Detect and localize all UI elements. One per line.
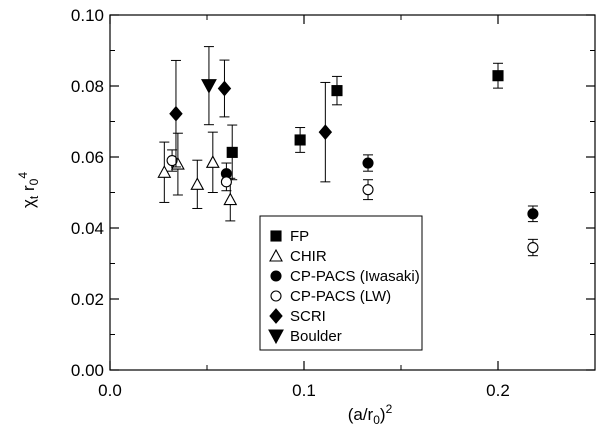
data-point — [527, 241, 539, 254]
axis-ticks: 0.00 0.02 0.04 0.06 0.08 0.10 0.0 0.1 0.2 — [71, 6, 596, 400]
legend-label: CHIR — [290, 248, 327, 265]
y-axis-label: χt r04 — [16, 172, 41, 208]
legend-marker — [269, 248, 283, 262]
x-tick-label: 0.1 — [292, 381, 316, 400]
series-5 — [201, 46, 217, 126]
y-tick-label: 0.10 — [71, 6, 104, 25]
data-point — [201, 79, 217, 94]
data-point — [294, 134, 306, 146]
legend-label: CP-PACS (Iwasaki) — [290, 268, 420, 285]
series-3 — [166, 149, 539, 257]
legend-marker — [270, 290, 282, 302]
data-point — [217, 80, 232, 97]
y-tick-label: 0.02 — [71, 290, 104, 309]
y-tick-label: 0.08 — [71, 77, 104, 96]
data-point — [318, 124, 333, 140]
legend-label: FP — [290, 228, 309, 245]
y-tick-label: 0.00 — [71, 361, 104, 380]
series-4 — [169, 59, 333, 183]
y-tick-label: 0.04 — [71, 219, 104, 238]
y-tick-label: 0.06 — [71, 148, 104, 167]
data-point — [226, 146, 238, 158]
legend-marker — [268, 329, 284, 345]
series-1 — [157, 131, 238, 222]
x-tick-label: 0.2 — [486, 381, 510, 400]
x-tick-label: 0.0 — [98, 381, 122, 400]
legend-label: SCRI — [290, 308, 326, 325]
data-point — [220, 176, 232, 188]
data-marks — [157, 46, 539, 257]
legend-label: CP-PACS (LW) — [290, 288, 391, 305]
data-point — [223, 192, 238, 206]
legend: FP CHIR CP-PACS (Iwasaki) CP-PACS (LW) SCRI B… — [259, 215, 423, 351]
data-point — [190, 177, 205, 190]
x-axis-label: (a/r0)2 — [348, 402, 393, 427]
data-point — [205, 155, 220, 168]
series-2 — [220, 154, 539, 223]
data-point — [527, 208, 539, 220]
data-point — [157, 165, 172, 178]
data-point — [362, 157, 374, 169]
data-point — [331, 85, 343, 97]
legend-box — [259, 215, 423, 351]
legend-marker — [270, 270, 282, 282]
series-0 — [226, 62, 504, 181]
legend-label: Boulder — [290, 328, 342, 345]
data-point — [166, 155, 178, 167]
data-point — [362, 184, 374, 196]
legend-marker — [269, 308, 283, 324]
data-point — [492, 70, 504, 82]
legend-marker — [270, 230, 282, 242]
data-point — [169, 105, 183, 122]
